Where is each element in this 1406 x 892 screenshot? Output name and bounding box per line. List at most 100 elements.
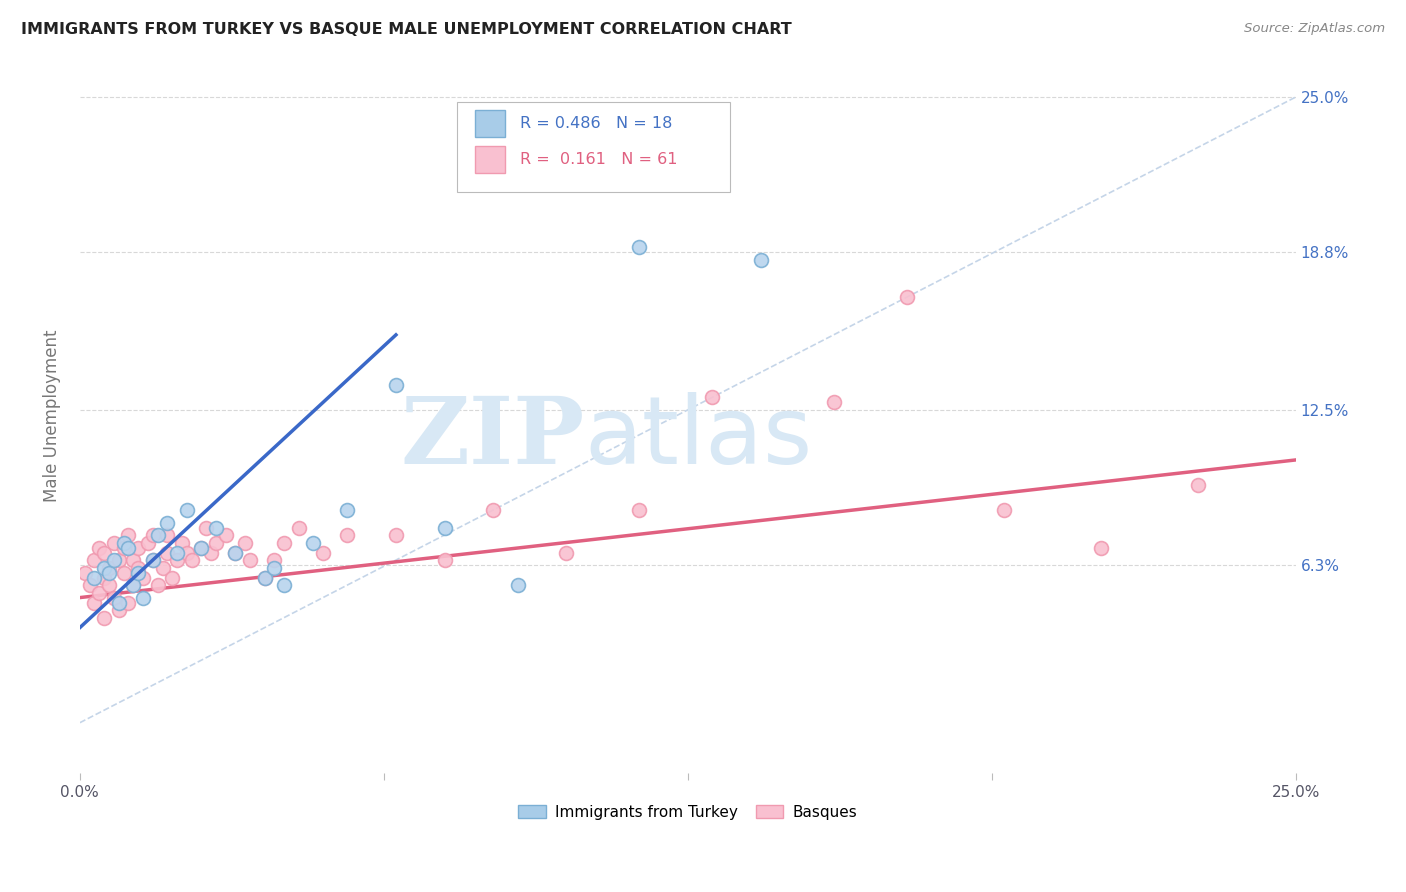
Point (107, 596, 129, 610)
Point (127, 566, 149, 580)
Point (180, 553, 202, 567)
Point (156, 516, 179, 530)
Point (166, 553, 188, 567)
Point (127, 560, 149, 574)
Point (176, 503, 198, 517)
Point (205, 520, 228, 534)
Point (146, 528, 169, 542)
Point (142, 528, 165, 542)
Point (273, 578, 295, 592)
Text: R =  0.161   N = 61: R = 0.161 N = 61 (520, 153, 678, 167)
Point (993, 503, 1015, 517)
Point (122, 578, 145, 592)
Point (156, 545, 179, 559)
Point (195, 520, 218, 534)
Text: Source: ZipAtlas.com: Source: ZipAtlas.com (1244, 22, 1385, 36)
Point (273, 535, 295, 549)
Point (103, 591, 125, 605)
Point (93, 610, 115, 624)
Text: IMMIGRANTS FROM TURKEY VS BASQUE MALE UNEMPLOYMENT CORRELATION CHART: IMMIGRANTS FROM TURKEY VS BASQUE MALE UN… (21, 22, 792, 37)
Point (176, 545, 198, 559)
Point (336, 528, 359, 542)
Point (700, 391, 723, 405)
Point (112, 566, 135, 580)
Point (166, 545, 188, 559)
Point (112, 541, 135, 555)
Point (555, 545, 578, 559)
Point (103, 553, 125, 567)
Point (205, 535, 228, 549)
Point (142, 553, 165, 567)
Point (628, 503, 651, 517)
Point (233, 535, 256, 549)
Point (146, 578, 169, 592)
Point (117, 541, 139, 555)
Point (224, 545, 246, 559)
Point (122, 578, 145, 592)
Point (224, 545, 246, 559)
Point (112, 535, 135, 549)
Point (336, 503, 359, 517)
Y-axis label: Male Unemployment: Male Unemployment (44, 330, 60, 502)
Point (93, 545, 115, 559)
Point (79, 578, 101, 592)
Point (896, 290, 918, 304)
Point (628, 240, 651, 254)
Point (117, 528, 139, 542)
Point (239, 553, 262, 567)
Point (127, 541, 149, 555)
Point (98, 578, 121, 592)
Point (142, 553, 165, 567)
Point (385, 377, 408, 392)
FancyBboxPatch shape (457, 103, 730, 192)
Point (263, 560, 285, 574)
Point (312, 545, 335, 559)
Point (83, 570, 105, 584)
Point (89, 585, 111, 599)
Point (433, 520, 456, 534)
Point (83, 596, 105, 610)
Point (152, 560, 174, 574)
Point (156, 528, 179, 542)
Point (107, 603, 129, 617)
Point (190, 541, 212, 555)
Bar (475, 110, 505, 137)
Legend: Immigrants from Turkey, Basques: Immigrants from Turkey, Basques (512, 798, 863, 826)
Point (385, 528, 408, 542)
Point (73, 566, 96, 580)
Point (117, 596, 139, 610)
Point (83, 553, 105, 567)
Point (200, 545, 222, 559)
Point (749, 252, 772, 267)
Point (103, 535, 125, 549)
Point (162, 570, 184, 584)
Point (170, 535, 193, 549)
Point (132, 570, 155, 584)
Point (302, 535, 325, 549)
Point (263, 553, 285, 567)
Text: ZIP: ZIP (401, 392, 585, 483)
Point (93, 570, 115, 584)
Point (89, 541, 111, 555)
Point (122, 553, 145, 567)
Point (482, 503, 505, 517)
Point (253, 570, 276, 584)
Point (98, 566, 121, 580)
Point (433, 553, 456, 567)
Point (136, 535, 159, 549)
Point (287, 520, 309, 534)
Point (506, 578, 529, 592)
Point (215, 528, 238, 542)
Point (1187, 478, 1209, 492)
Point (93, 560, 115, 574)
Point (823, 395, 845, 409)
Point (98, 560, 121, 574)
Point (132, 591, 155, 605)
Point (253, 570, 276, 584)
Text: R = 0.486   N = 18: R = 0.486 N = 18 (520, 116, 672, 131)
Point (107, 553, 129, 567)
Point (1090, 541, 1112, 555)
Point (190, 541, 212, 555)
Bar (475, 146, 505, 173)
Text: atlas: atlas (585, 392, 813, 483)
